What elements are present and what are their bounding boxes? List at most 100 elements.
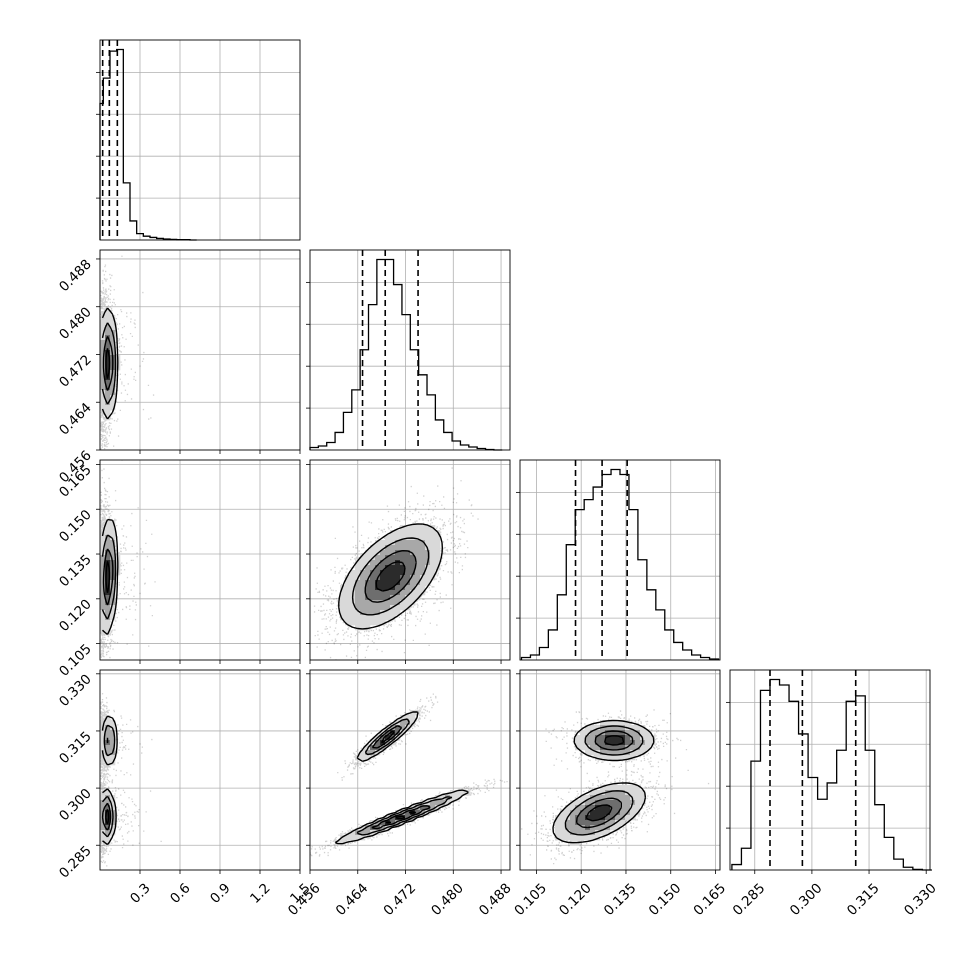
density-cell (105, 605, 111, 611)
density-cell (400, 595, 406, 601)
density-cell (425, 530, 431, 536)
density-cell (365, 590, 371, 596)
density-cell (100, 535, 106, 541)
density-cell (580, 830, 586, 836)
density-cell (105, 370, 111, 376)
contour (380, 730, 417, 824)
panel-frame (729, 669, 931, 871)
density-cell (385, 555, 391, 561)
density-cell (100, 380, 106, 386)
density-cell (410, 545, 416, 551)
density-cell (375, 540, 381, 546)
density-cell (385, 570, 391, 576)
density-cell (600, 750, 606, 756)
density-cell (590, 835, 596, 841)
density-cell (355, 590, 361, 596)
density-cell (375, 595, 381, 601)
density-cell (620, 795, 626, 801)
density-cell (610, 730, 616, 736)
density-cell (580, 735, 586, 741)
contour (338, 523, 443, 630)
density-cell (445, 795, 451, 801)
density-cell (425, 555, 431, 561)
density-cell (380, 595, 386, 601)
density-cell (440, 795, 446, 801)
density-cell (365, 825, 371, 831)
density-cell (385, 600, 391, 606)
density-cell (460, 790, 466, 796)
density-cell (380, 620, 386, 626)
density-cell (575, 830, 581, 836)
density-cell (370, 590, 376, 596)
density-cell (110, 335, 116, 341)
density-cell (105, 340, 111, 346)
density-cell (370, 580, 376, 586)
density-cell (565, 810, 571, 816)
density-cell (400, 570, 406, 576)
density-cell (360, 555, 366, 561)
density-cell (105, 825, 111, 831)
histogram-panel (96, 39, 301, 241)
y-tick-label: 0.472 (56, 352, 95, 391)
density-cell (565, 820, 571, 826)
density-cell (585, 735, 591, 741)
density-cell (595, 810, 601, 816)
density-cell (350, 600, 356, 606)
density-cell (420, 565, 426, 571)
y-tick-label: 0.150 (56, 507, 95, 546)
density-cell (420, 540, 426, 546)
density-cell (425, 805, 431, 811)
scatter-points (100, 693, 162, 867)
contour (101, 737, 112, 831)
density-cell (585, 800, 591, 806)
density-cell (380, 600, 386, 606)
density-cell (385, 560, 391, 566)
density-cell (420, 585, 426, 591)
density-cell (585, 820, 591, 826)
density-cell (605, 750, 611, 756)
density-cell (100, 555, 106, 561)
density-cell (615, 820, 621, 826)
density-cell (415, 585, 421, 591)
density-cell (585, 740, 591, 746)
density-cell (370, 570, 376, 576)
density-cell (390, 600, 396, 606)
density-cell (610, 785, 616, 791)
density-cell (605, 800, 611, 806)
density-cell (380, 570, 386, 576)
density-cell (595, 735, 601, 741)
density-cell (400, 540, 406, 546)
density-cell (410, 580, 416, 586)
density-cell (375, 615, 381, 621)
density-cell (560, 815, 566, 821)
density-cell (365, 555, 371, 561)
density-cell (430, 550, 436, 556)
density-cell (615, 740, 621, 746)
density-cell (100, 585, 106, 591)
density-cell (595, 725, 601, 731)
density-cell (410, 595, 416, 601)
density-cell (600, 755, 606, 761)
density-cell (110, 800, 116, 806)
density-cell (385, 605, 391, 611)
density-cell (410, 585, 416, 591)
density-cell (380, 550, 386, 556)
density-cell (110, 615, 116, 621)
density-cell (375, 580, 381, 586)
density-cell (605, 810, 611, 816)
density-cell (595, 820, 601, 826)
density-cell (355, 600, 361, 606)
density-cell (105, 625, 111, 631)
density-cell (365, 625, 371, 631)
density-cell (430, 800, 436, 806)
density-cell (110, 380, 116, 386)
density-cell (365, 570, 371, 576)
density-cell (605, 725, 611, 731)
density-cell (105, 520, 111, 526)
density-cell (375, 585, 381, 591)
contour-lines (552, 719, 655, 844)
density-cell (420, 525, 426, 531)
density-cell (340, 615, 346, 621)
density-cell (370, 575, 376, 581)
x-tick-label: 0.488 (476, 880, 515, 919)
